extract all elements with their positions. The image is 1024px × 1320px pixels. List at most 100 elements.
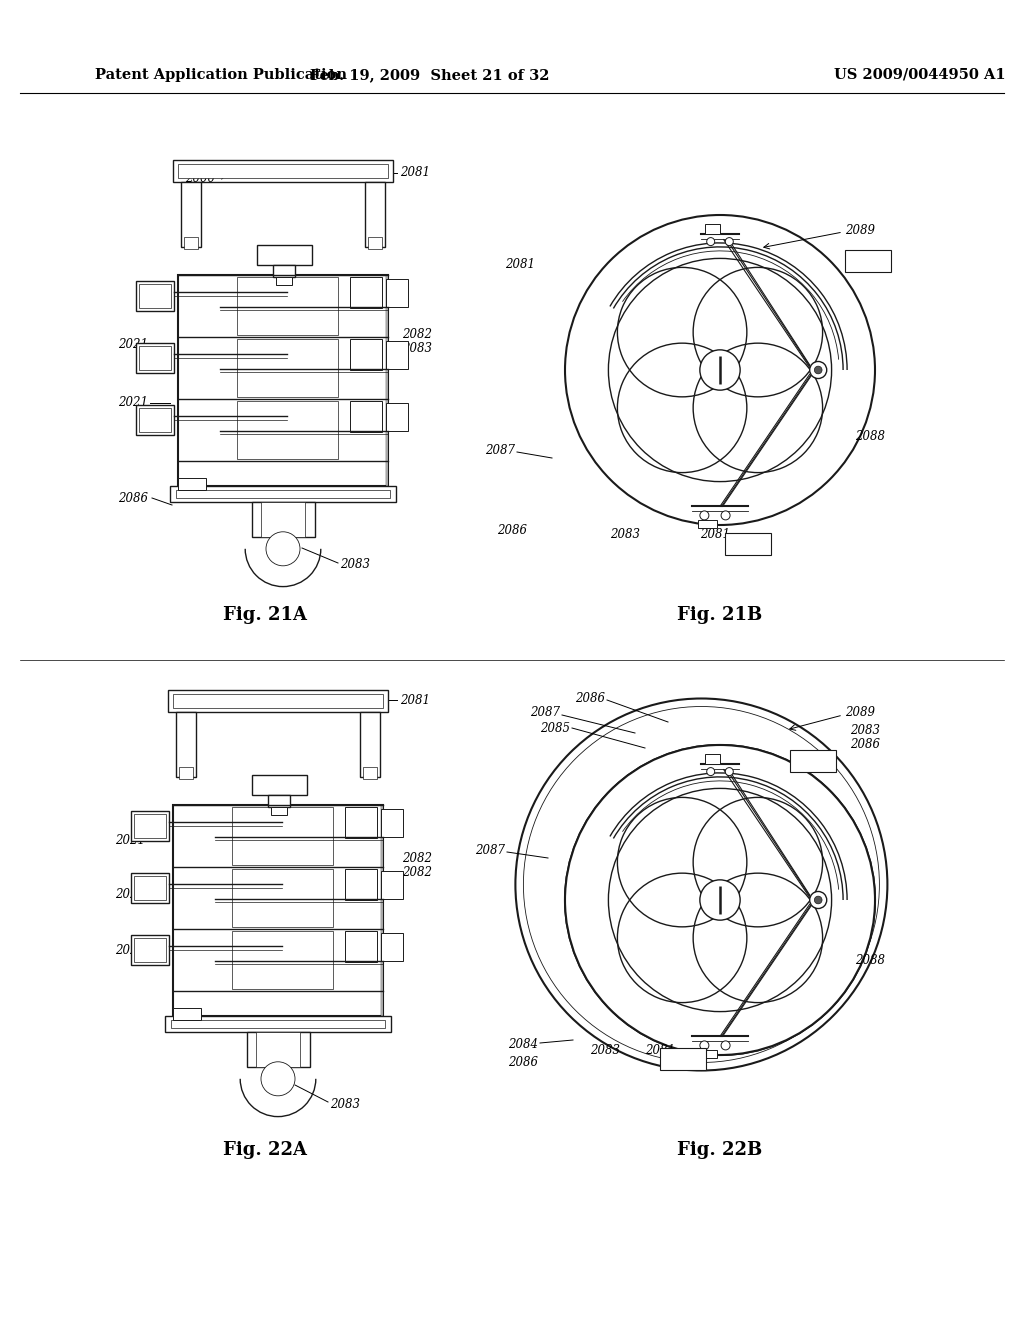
Bar [845, 249, 891, 272]
Bar [168, 690, 388, 711]
Text: 2083: 2083 [850, 723, 880, 737]
Circle shape [608, 259, 831, 482]
Bar [237, 339, 338, 397]
Bar [179, 767, 193, 779]
Bar [257, 246, 311, 265]
Text: 2000: 2000 [185, 698, 215, 711]
Bar [345, 807, 377, 838]
Text: 2083: 2083 [590, 1044, 620, 1056]
Text: 2085: 2085 [540, 722, 570, 734]
Bar [173, 1007, 201, 1020]
Text: 2021: 2021 [118, 396, 148, 409]
Bar [131, 935, 169, 965]
Text: 2081: 2081 [400, 693, 430, 706]
Bar [706, 223, 720, 234]
Text: US 2009/0044950 A1: US 2009/0044950 A1 [835, 69, 1006, 82]
Bar [231, 931, 333, 989]
Bar [237, 401, 338, 459]
Bar [134, 814, 166, 838]
Text: 2087: 2087 [485, 444, 515, 457]
Bar [268, 795, 290, 807]
Bar [134, 876, 166, 900]
Bar [136, 281, 174, 310]
Text: 2086: 2086 [508, 1056, 538, 1068]
Circle shape [810, 891, 826, 908]
Text: 2089: 2089 [845, 223, 874, 236]
Circle shape [608, 788, 831, 1011]
Circle shape [725, 768, 733, 776]
Bar [350, 277, 382, 308]
Circle shape [721, 1041, 730, 1049]
Circle shape [565, 215, 874, 525]
Bar [178, 164, 388, 178]
Bar [261, 502, 305, 537]
Circle shape [699, 1041, 709, 1049]
Bar [386, 341, 408, 368]
Text: 2081: 2081 [645, 1044, 675, 1056]
Bar [231, 807, 333, 865]
Bar [131, 873, 169, 903]
Text: 2083: 2083 [340, 558, 370, 572]
Bar [237, 277, 338, 335]
Circle shape [707, 238, 715, 246]
Text: Fig. 22B: Fig. 22B [677, 1140, 763, 1159]
Bar [360, 711, 380, 777]
Bar [134, 939, 166, 962]
Bar [697, 1051, 717, 1059]
Circle shape [565, 744, 874, 1055]
Text: 2086: 2086 [497, 524, 527, 536]
Bar [252, 775, 306, 795]
Text: 2021: 2021 [118, 338, 148, 351]
Bar [136, 343, 174, 372]
Text: 2086: 2086 [850, 738, 880, 751]
Bar [136, 405, 174, 434]
Bar [381, 933, 403, 961]
Bar [173, 805, 383, 1016]
Bar [273, 265, 295, 277]
Text: 2082: 2082 [402, 329, 432, 342]
Circle shape [814, 366, 822, 374]
Bar [386, 275, 388, 486]
Bar [381, 809, 403, 837]
Bar [176, 490, 390, 498]
Bar [706, 754, 720, 763]
Circle shape [810, 362, 826, 379]
Text: 2000: 2000 [185, 172, 215, 185]
Circle shape [699, 511, 709, 520]
Text: 2021: 2021 [115, 888, 145, 902]
Bar [170, 486, 396, 502]
Circle shape [707, 768, 715, 776]
Bar [256, 1032, 300, 1067]
Text: 2081: 2081 [400, 166, 430, 180]
Bar [386, 279, 408, 306]
Circle shape [565, 744, 874, 1055]
Circle shape [261, 1061, 295, 1096]
Text: 2083: 2083 [330, 1098, 360, 1111]
Bar [139, 408, 171, 432]
Bar [171, 1020, 385, 1028]
Bar [252, 502, 314, 537]
Bar [173, 694, 383, 708]
Bar [178, 478, 206, 490]
Text: Patent Application Publication: Patent Application Publication [95, 69, 347, 82]
Bar [381, 805, 383, 1016]
Bar [660, 1048, 706, 1071]
Bar [697, 520, 717, 528]
Bar [181, 182, 201, 247]
Bar [231, 869, 333, 927]
Text: 2021: 2021 [115, 833, 145, 846]
Text: 2087: 2087 [530, 706, 560, 719]
Bar [725, 533, 771, 554]
Bar [178, 275, 388, 486]
Bar [350, 401, 382, 432]
Bar [139, 346, 171, 370]
Bar [139, 284, 171, 308]
Text: 2083: 2083 [610, 528, 640, 540]
Bar [165, 1016, 391, 1032]
Circle shape [266, 532, 300, 566]
Text: 2081: 2081 [700, 528, 730, 540]
Bar [271, 807, 288, 814]
Bar [275, 277, 292, 285]
Bar [176, 711, 196, 777]
Bar [386, 403, 408, 430]
